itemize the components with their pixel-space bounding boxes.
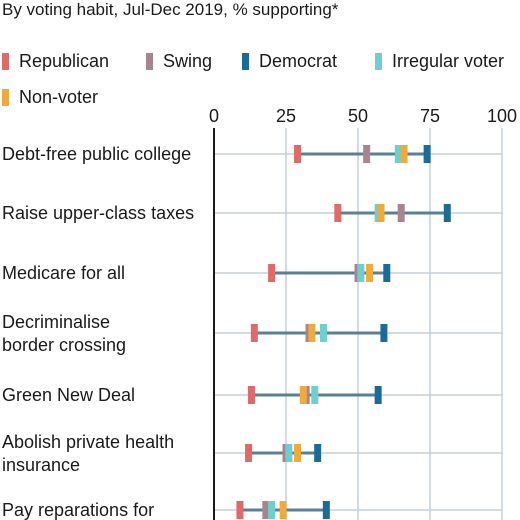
category-label-abolish-private-health-insurance: Abolish private health insurance (2, 432, 174, 475)
legend-item-republican: Republican (2, 50, 109, 72)
marker-republican-abolish-private-health-insurance (245, 444, 253, 462)
marker-republican-decriminalise-border-crossing (250, 324, 258, 342)
legend-swatch-swing (146, 52, 153, 70)
marker-non-voter-medicare-for-all (366, 264, 374, 282)
marker-democrat-pay-reparations-for (322, 501, 330, 519)
legend-item-irregular-voter: Irregular voter (375, 50, 504, 72)
marker-non-voter-green-new-deal (299, 386, 307, 404)
marker-non-voter-abolish-private-health-insurance (294, 444, 302, 462)
marker-irregular-voter-decriminalise-border-crossing (319, 324, 327, 342)
marker-non-voter-raise-upper-class-taxes (377, 204, 385, 222)
legend-item-democrat: Democrat (242, 50, 337, 72)
legend-swatch-irregular-voter (375, 52, 382, 70)
category-label-medicare-for-all: Medicare for all (2, 263, 125, 283)
marker-republican-medicare-for-all (268, 264, 276, 282)
marker-republican-pay-reparations-for (236, 501, 244, 519)
legend-swatch-republican (2, 52, 9, 70)
category-label-debt-free-public-college: Debt-free public college (2, 144, 191, 164)
marker-swing-debt-free-public-college (363, 145, 371, 163)
marker-irregular-voter-debt-free-public-college (394, 145, 402, 163)
marker-democrat-debt-free-public-college (423, 145, 431, 163)
category-label-decriminalise-border-crossing: Decriminalise border crossing (2, 312, 126, 355)
marker-non-voter-decriminalise-border-crossing (308, 324, 316, 342)
category-label-raise-upper-class-taxes: Raise upper-class taxes (2, 203, 194, 223)
marker-democrat-abolish-private-health-insurance (314, 444, 322, 462)
x-tick-label-25: 25 (276, 106, 296, 126)
marker-democrat-green-new-deal (374, 386, 382, 404)
marker-non-voter-debt-free-public-college (400, 145, 408, 163)
marker-democrat-raise-upper-class-taxes (443, 204, 451, 222)
marker-irregular-voter-medicare-for-all (357, 264, 365, 282)
marker-republican-raise-upper-class-taxes (334, 204, 342, 222)
x-tick-label-75: 75 (420, 106, 440, 126)
marker-irregular-voter-pay-reparations-for (268, 501, 276, 519)
legend-item-non-voter: Non-voter (2, 86, 98, 108)
category-label-green-new-deal: Green New Deal (2, 385, 135, 405)
legend-swatch-democrat (242, 52, 249, 70)
marker-democrat-medicare-for-all (383, 264, 391, 282)
legend-label-irregular-voter: Irregular voter (392, 50, 505, 71)
x-tick-label-50: 50 (348, 106, 368, 126)
legend-label-swing: Swing (163, 50, 213, 71)
legend-label-non-voter: Non-voter (19, 86, 99, 107)
legend-item-swing: Swing (146, 50, 212, 72)
marker-republican-debt-free-public-college (294, 145, 302, 163)
legend-label-democrat: Democrat (259, 50, 338, 71)
marker-republican-green-new-deal (247, 386, 255, 404)
legend-label-republican: Republican (19, 50, 110, 71)
legend-swatch-non-voter (2, 88, 9, 106)
marker-swing-raise-upper-class-taxes (397, 204, 405, 222)
marker-irregular-voter-abolish-private-health-insurance (285, 444, 293, 462)
marker-swing-pay-reparations-for (262, 501, 270, 519)
category-label-pay-reparations-for: Pay reparations for (2, 500, 154, 520)
marker-non-voter-pay-reparations-for (279, 501, 287, 519)
chart-subtitle: By voting habit, Jul-Dec 2019, % support… (2, 0, 339, 19)
marker-irregular-voter-green-new-deal (311, 386, 319, 404)
x-tick-label-0: 0 (209, 106, 219, 126)
x-tick-label-100: 100 (487, 106, 517, 126)
marker-democrat-decriminalise-border-crossing (380, 324, 388, 342)
